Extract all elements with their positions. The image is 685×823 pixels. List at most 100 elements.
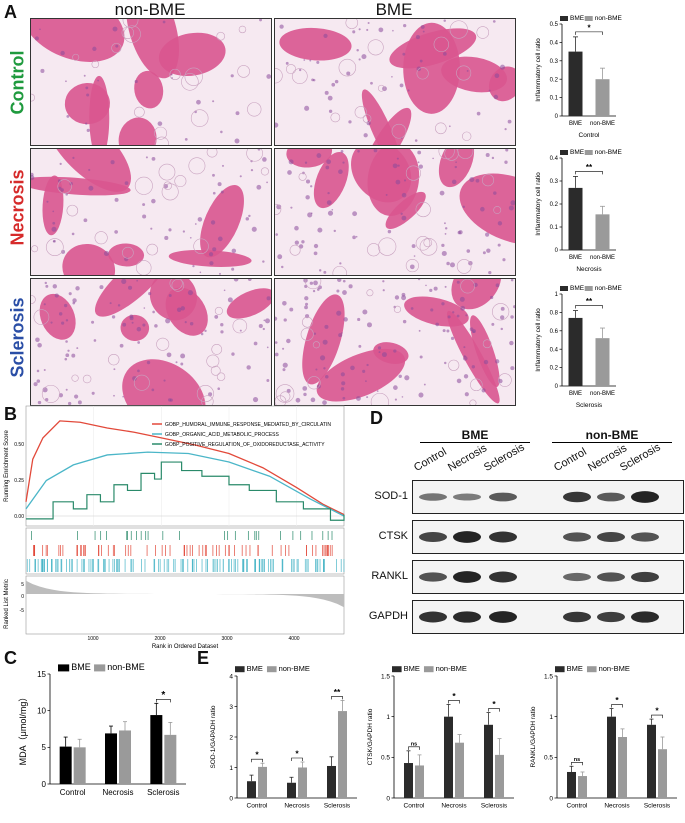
- legend-label-bme: BME: [570, 15, 585, 22]
- x-axis-label: Sclerosis: [576, 402, 603, 409]
- bar-non-bme-control: [415, 765, 424, 798]
- bar-non-bme-control: [258, 766, 267, 798]
- x-tick-label: non-BME: [590, 121, 615, 127]
- panel-letter-b: B: [4, 404, 17, 424]
- bar-non-bme: [595, 79, 610, 116]
- bar-bme-necrosis: [287, 782, 296, 798]
- y-tick-label: 0.6: [550, 329, 559, 335]
- legend-swatch-non-bme: [584, 150, 593, 155]
- sig-bracket: [611, 704, 623, 708]
- gsea-curve-humoral: [25, 420, 345, 516]
- y-tick-label: 1.5: [544, 673, 553, 680]
- bar-non-bme-control: [578, 776, 587, 798]
- wb-lane-bme-control: Control: [412, 445, 449, 474]
- legend-swatch-bme: [555, 666, 565, 673]
- legend-label-non-bme: non-BME: [595, 149, 623, 156]
- wb-band: [631, 532, 659, 542]
- sig-bracket: [251, 758, 263, 763]
- panel-letter-e: E: [197, 648, 210, 668]
- sig-bracket: [408, 746, 420, 750]
- bar-bme-necrosis: [105, 733, 117, 784]
- gsea-ytick-0.25: 0.25: [14, 478, 24, 484]
- wb-band: [453, 611, 481, 623]
- histology-image-sclerosis-bme: [274, 278, 516, 406]
- y-tick-label: 0.5: [544, 755, 553, 762]
- legend-swatch-non-bme: [584, 286, 593, 291]
- legend-swatch-non-bme: [94, 664, 106, 672]
- y-tick-label: 0: [555, 114, 559, 120]
- legend-label-bme: BME: [404, 664, 420, 673]
- wb-band: [453, 493, 481, 501]
- x-tick-label: non-BME: [590, 255, 615, 261]
- wb-protein-ctsk: CTSK: [378, 530, 408, 542]
- gsea-xtick-4000: 4000: [288, 636, 299, 642]
- bar-bme-sclerosis: [327, 765, 336, 798]
- x-tick-label: Necrosis: [102, 788, 133, 797]
- wb-band: [419, 611, 447, 623]
- chart-e-sod1: 0 1 2 3 4 SOD-1/GAPADH ratio Control * Necrosis *…: [210, 664, 357, 810]
- chart-wrapper-a-sclerosis: 0 0.2 0.4 0.6 0.8 1 Inflammatory cell ratio BME…: [530, 282, 680, 417]
- x-tick-label: Necrosis: [604, 803, 630, 810]
- bar-bme-sclerosis: [150, 715, 163, 784]
- sig-marker: *: [492, 699, 496, 709]
- gsea-ytick-0: 0: [21, 594, 24, 600]
- chart-a-necrosis: 0 0.1 0.2 0.3 0.4 Inflammatory cell ratio BME n…: [535, 149, 623, 273]
- chart-wrapper-a-necrosis: 0 0.1 0.2 0.3 0.4 Inflammatory cell ratio BME n…: [530, 146, 680, 281]
- y-axis-label: RANKL/GAPDH ratio: [530, 706, 537, 767]
- wb-band: [597, 532, 625, 542]
- bar-bme-sclerosis: [647, 724, 656, 798]
- legend-swatch-bme: [560, 286, 568, 291]
- chart-wrapper-e-sod1: 0 1 2 3 4 SOD-1/GAPADH ratio Control * Necrosis *…: [205, 658, 365, 823]
- col-header-bme: BME: [375, 0, 413, 19]
- gsea-xtick-3000: 3000: [221, 636, 232, 642]
- y-tick-label: 1.5: [381, 673, 390, 680]
- gsea-ytick-0.50: 0.50: [14, 442, 24, 448]
- sig-marker: **: [586, 297, 593, 306]
- wb-band: [631, 611, 659, 623]
- wb-band: [489, 531, 517, 543]
- bar-non-bme-necrosis: [119, 730, 131, 784]
- x-axis-label: Control: [579, 132, 601, 139]
- gsea-legend-label: GOBP_HUMORAL_IMMUNE_RESPONSE_MEDIATED_BY…: [165, 422, 331, 428]
- sig-marker: **: [334, 687, 341, 697]
- bar-non-bme-necrosis: [298, 767, 307, 798]
- bar-bme-control: [567, 771, 576, 798]
- panel-letter-c: C: [4, 648, 17, 668]
- wb-lane-bme-necrosis: Necrosis: [446, 442, 490, 474]
- gsea-ranked-metric: [26, 580, 344, 608]
- legend-swatch-non-bme: [266, 666, 277, 673]
- x-tick-label: BME: [569, 255, 582, 261]
- bar-non-bme-sclerosis: [338, 711, 347, 798]
- wb-group-bme: BME: [420, 428, 530, 443]
- bar-bme: [568, 51, 583, 116]
- sig-marker: *: [587, 23, 591, 32]
- chart-wrapper-e-ctsk: 0 0.5 1 1.5 CTSK/GAPDH ratio Control ns Necrosi…: [362, 658, 522, 823]
- bar-non-bme-sclerosis: [658, 749, 667, 798]
- bar-bme-control: [59, 746, 72, 784]
- sig-marker: **: [586, 163, 593, 172]
- gsea-top-frame: [25, 405, 345, 527]
- wb-band: [563, 611, 591, 623]
- y-tick-label: 15: [37, 670, 46, 679]
- row-label-control: Control: [7, 50, 28, 115]
- chart-e-rankl: 0 0.5 1 1.5 RANKL/GAPDH ratio Control ns Necros…: [530, 664, 677, 810]
- sig-bracket: [291, 757, 303, 762]
- sig-bracket: [488, 708, 500, 712]
- sig-bracket: [571, 761, 583, 766]
- legend-swatch-bme: [392, 666, 402, 673]
- gsea-metric-frame: [25, 575, 345, 635]
- wb-band: [489, 611, 517, 623]
- x-tick-label: BME: [569, 391, 582, 397]
- legend-swatch-non-bme: [584, 16, 593, 21]
- sig-bracket: [575, 171, 603, 175]
- bar-non-bme-sclerosis: [164, 734, 177, 784]
- gsea-ytick-0.00: 0.00: [14, 514, 24, 520]
- row-label-necrosis: Necrosis: [7, 169, 28, 246]
- sig-marker: *: [452, 691, 456, 701]
- sig-marker: *: [255, 750, 259, 760]
- panel-letter-a: A: [4, 2, 17, 22]
- gsea-legend-label: GOBP_POSITIVE_REGULATION_OF_OXIDOREDUCTA…: [165, 442, 325, 448]
- legend-label-non-bme: non-BME: [279, 664, 310, 673]
- gsea-ytick-minus5: -5: [20, 608, 25, 614]
- y-tick-label: 1: [386, 714, 390, 721]
